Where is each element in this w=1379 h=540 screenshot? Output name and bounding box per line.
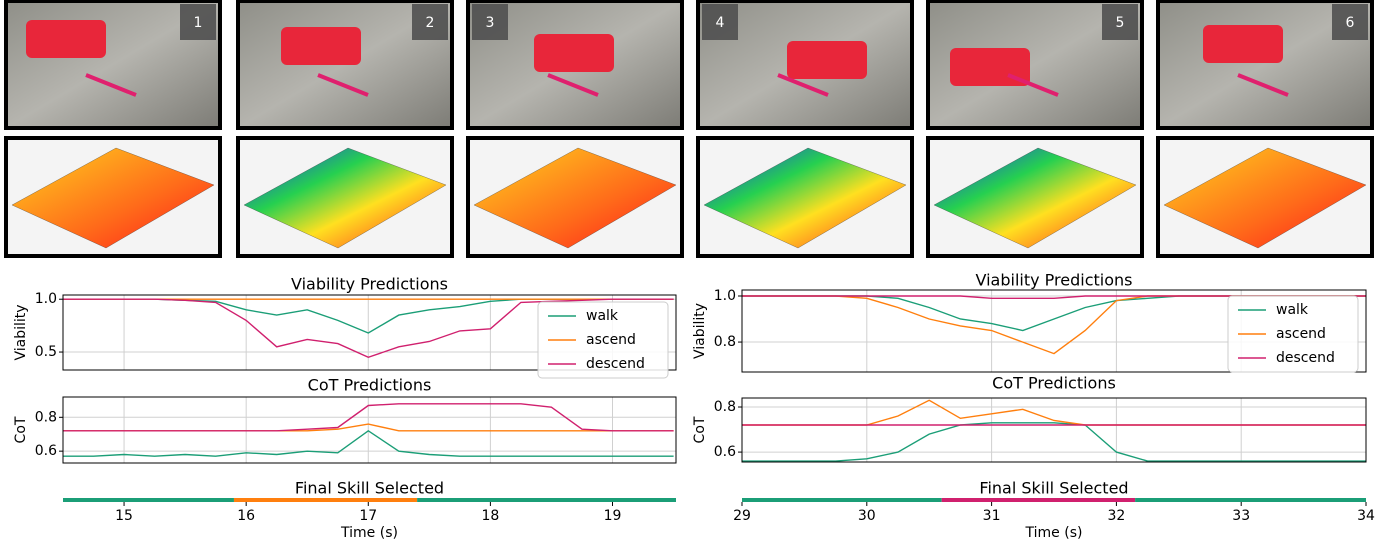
x-tick-label: 32 [1107, 508, 1125, 524]
legend-label: descend [1276, 350, 1335, 366]
y-tick-label: 0.6 [714, 444, 736, 460]
legend-label: walk [586, 308, 619, 324]
y-tick-label: 0.8 [714, 399, 736, 415]
series-line [742, 423, 1366, 461]
legend-label: walk [1276, 302, 1309, 318]
x-tick-label: 17 [359, 508, 377, 524]
chart-title: Final Skill Selected [979, 479, 1128, 498]
panel-number: 6 [1346, 15, 1355, 31]
x-tick-label: 19 [604, 508, 622, 524]
y-axis-label: Viability [692, 303, 708, 359]
skill-segment [417, 498, 676, 502]
chart-title: Final Skill Selected [295, 479, 444, 498]
x-tick-label: 31 [983, 508, 1001, 524]
robot [281, 27, 361, 65]
chart-title: Viability Predictions [291, 275, 448, 294]
skill-segment [63, 498, 234, 502]
x-tick-label: 15 [115, 508, 133, 524]
x-tick-label: 16 [237, 508, 255, 524]
robot [787, 41, 867, 79]
robot [1203, 25, 1283, 63]
x-tick-label: 29 [733, 508, 751, 524]
legend-label: ascend [1276, 326, 1326, 342]
robot [26, 20, 106, 58]
panel-number: 5 [1116, 15, 1125, 31]
skill-segment [942, 498, 1135, 502]
panel-number: 3 [486, 15, 495, 31]
skill-segment [742, 498, 942, 502]
skill-segment [1135, 498, 1366, 502]
x-axis-label: Time (s) [340, 525, 398, 540]
chart-title: CoT Predictions [308, 376, 432, 395]
x-axis-label: Time (s) [1025, 525, 1083, 540]
x-tick-label: 30 [858, 508, 876, 524]
y-axis-label: CoT [692, 416, 708, 443]
legend-label: ascend [586, 332, 636, 348]
y-tick-label: 1.0 [714, 288, 736, 304]
panel-number: 2 [426, 15, 435, 31]
figure: 123456Viability Predictions0.51.0Viabili… [0, 0, 1379, 540]
chart-title: CoT Predictions [992, 374, 1116, 393]
y-tick-label: 1.0 [35, 291, 57, 307]
x-tick-label: 18 [481, 508, 499, 524]
chart-title: Viability Predictions [976, 271, 1133, 290]
x-tick-label: 33 [1232, 508, 1250, 524]
x-tick-label: 34 [1357, 508, 1375, 524]
skill-segment [234, 498, 417, 502]
y-tick-label: 0.8 [714, 334, 736, 350]
y-tick-label: 0.5 [35, 344, 57, 360]
robot [534, 34, 614, 72]
y-axis-label: CoT [13, 416, 29, 443]
y-axis-label: Viability [13, 304, 29, 360]
series-line [742, 400, 1366, 425]
panel-number: 1 [194, 15, 203, 31]
panel-number: 4 [716, 15, 725, 31]
legend-label: descend [586, 356, 645, 372]
y-tick-label: 0.6 [35, 443, 57, 459]
y-tick-label: 0.8 [35, 409, 57, 425]
